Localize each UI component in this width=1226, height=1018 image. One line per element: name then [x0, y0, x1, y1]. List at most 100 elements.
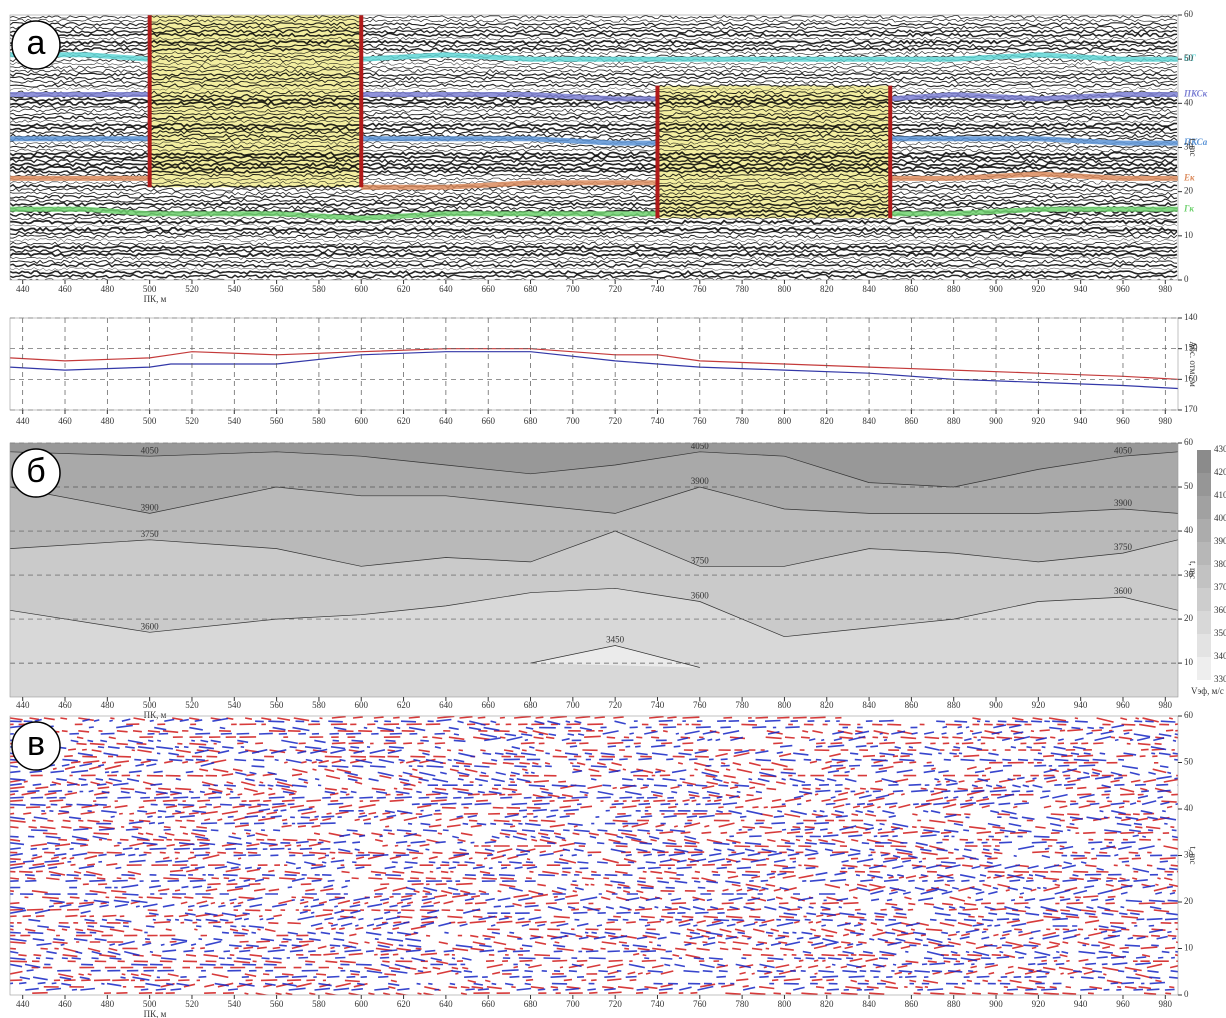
x-tick-label: 500: [143, 700, 157, 710]
x-tick-label: 520: [185, 700, 199, 710]
x-tick-label: 880: [947, 999, 961, 1009]
contour-label: 3900: [1114, 498, 1133, 508]
trace-texture: [10, 79, 1178, 84]
colorbar-tick-label: 3700: [1214, 582, 1226, 592]
trace-texture: [10, 187, 1178, 192]
panel: 440 460 480 500 520 540 560 580 600 620 640 660 680 7…: [9, 710, 1198, 1018]
trace-texture: [10, 716, 1178, 995]
x-tick-label: 760: [693, 700, 707, 710]
horizon: [10, 136, 1178, 146]
y-tick-label: 160: [1184, 373, 1198, 383]
trace-texture: [10, 216, 1178, 221]
y-tick-label: 20: [1184, 896, 1194, 906]
trace-texture: [10, 226, 1178, 233]
x-tick-label: 980: [1159, 284, 1173, 294]
trace-texture: [10, 205, 1178, 211]
contour-label: 3600: [141, 621, 160, 631]
x-tick-label: 580: [312, 416, 326, 426]
trace-texture: [10, 158, 1178, 164]
y-tick-label: 30: [1184, 850, 1194, 860]
y-tick-label: 60: [1184, 710, 1194, 720]
contour-line: [10, 451, 1178, 488]
y-tick-label: 50: [1184, 53, 1194, 63]
contour-label: 3600: [691, 591, 710, 601]
colorbar-tick-label: 4300: [1214, 444, 1226, 454]
y-tick-label: 150: [1184, 343, 1198, 353]
x-tick-label: 820: [820, 700, 834, 710]
contour-label: 3900: [141, 502, 160, 512]
trace-texture: [10, 219, 1178, 226]
x-tick-label: 620: [397, 700, 411, 710]
horizon-label: ПКСа: [1183, 137, 1208, 147]
x-tick-label: 780: [735, 416, 749, 426]
trace-texture: [10, 165, 1178, 171]
y-tick-label: 20: [1184, 613, 1194, 623]
plot-frame: [9, 317, 1179, 411]
trace-texture: [10, 36, 1178, 41]
x-tick-label: 540: [228, 700, 242, 710]
plot-frame: [9, 442, 1179, 698]
colorbar-tick-label: 3600: [1214, 605, 1226, 615]
y-tick-label: 10: [1184, 943, 1194, 953]
x-tick-label: 760: [693, 284, 707, 294]
trace-texture: [10, 72, 1178, 78]
trace-texture: [10, 194, 1178, 200]
x-tick-label: 580: [312, 700, 326, 710]
line: [10, 348, 1178, 380]
x-tick-label: 880: [947, 416, 961, 426]
contour-fill: [10, 443, 1178, 487]
line: [10, 351, 1178, 390]
colorbar-cell: [1197, 565, 1211, 588]
x-tick-label: 800: [778, 416, 792, 426]
trace-texture: [10, 100, 1178, 107]
horizon-label: Гк: [1183, 203, 1194, 213]
x-tick-label: 640: [439, 416, 453, 426]
x-tick-label: 680: [524, 416, 538, 426]
contour-line: [530, 645, 700, 668]
x-tick-label: 500: [143, 416, 157, 426]
trace-texture: [10, 169, 1178, 175]
y-tick-label: 40: [1184, 803, 1194, 813]
x-tick-label: 460: [58, 284, 72, 294]
trace-texture: [10, 28, 1178, 34]
trace-texture: [10, 15, 1178, 20]
y-tick-label: 170: [1184, 404, 1198, 414]
y-tick-label: 10: [1184, 230, 1194, 240]
trace-texture: [10, 90, 1178, 95]
colorbar-tick-label: 3300: [1214, 674, 1226, 684]
x-tick-label: 780: [735, 700, 749, 710]
contour-label: 3900: [691, 476, 710, 486]
x-tick-label: 720: [608, 284, 622, 294]
y-tick-label: 60: [1184, 9, 1194, 19]
x-tick-label: 440: [16, 999, 30, 1009]
y-axis-label: t, mс: [1188, 847, 1198, 865]
x-tick-label: 680: [524, 999, 538, 1009]
x-tick-label: 600: [354, 284, 368, 294]
trace-texture: [10, 234, 1178, 239]
trace-texture: [10, 104, 1178, 110]
x-tick-label: 760: [693, 999, 707, 1009]
x-tick-label: 500: [143, 999, 157, 1009]
trace-texture: [10, 151, 1178, 157]
trace-texture: [10, 262, 1178, 268]
x-tick-label: 740: [651, 999, 665, 1009]
x-tick-label: 680: [524, 284, 538, 294]
x-tick-label: 440: [16, 416, 30, 426]
x-tick-label: 460: [58, 700, 72, 710]
x-tick-label: 900: [989, 700, 1003, 710]
panel-label: а: [27, 24, 46, 62]
trace-texture: [10, 32, 1178, 38]
x-tick-label: 460: [58, 999, 72, 1009]
trace-texture: [10, 25, 1178, 31]
trace-texture: [10, 43, 1178, 49]
contour-line: [10, 486, 1178, 514]
colorbar-cell: [1197, 450, 1211, 473]
x-tick-label: 820: [820, 284, 834, 294]
x-tick-label: 640: [439, 284, 453, 294]
x-tick-label: 800: [778, 700, 792, 710]
x-tick-label: 660: [481, 416, 495, 426]
x-tick-label: 940: [1074, 700, 1088, 710]
x-tick-label: 860: [905, 284, 919, 294]
